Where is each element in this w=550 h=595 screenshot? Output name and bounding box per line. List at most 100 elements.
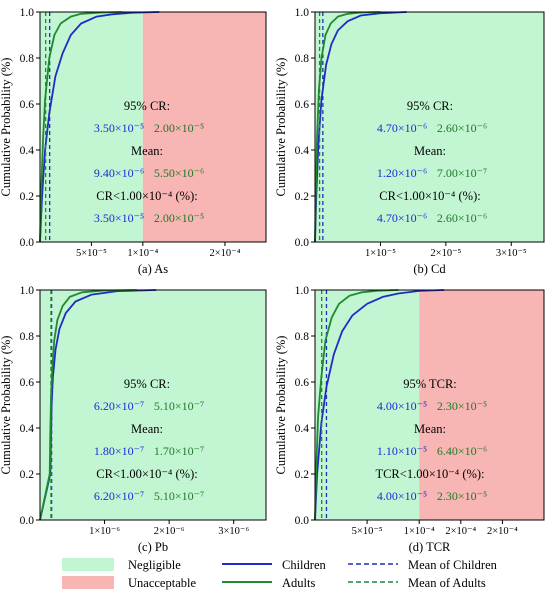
annotation-value-children: 6.20×10⁻⁷ (94, 399, 144, 413)
annotation-value-children: 9.40×10⁻⁶ (94, 166, 144, 180)
y-tick-label: 0.0 (20, 237, 35, 249)
y-axis-label: Cumulative Probability (%) (0, 336, 13, 475)
panels: 0.0 0.2 0.4 0.6 0.8 1.0 5×10⁻⁵ 1×10⁻⁴ 2×10⁻⁴ Cumu… (0, 7, 545, 554)
zone-negligible (315, 12, 544, 242)
panel-caption: (c) Pb (138, 540, 168, 554)
annotation-label: Mean: (414, 422, 446, 436)
zone-negligible (40, 290, 266, 520)
x-tick-label: 2×10⁻⁴ (210, 248, 241, 259)
y-tick-label: 0.6 (295, 377, 310, 389)
x-tick-label: 5×10⁻⁵ (76, 248, 107, 259)
annotation-value-children: 4.70×10⁻⁶ (377, 211, 427, 225)
annotation-value-adults: 2.60×10⁻⁶ (437, 211, 487, 225)
x-tick-label: 2×10⁻⁶ (154, 526, 185, 537)
y-tick-label: 0.8 (20, 331, 35, 343)
y-tick-label: 0.2 (295, 469, 310, 481)
series-line-adults (39, 11, 123, 243)
annotation-value-children: 4.00×10⁻⁵ (377, 489, 427, 503)
legend: Negligible Unacceptable Children Adults … (62, 558, 498, 590)
zone-unacceptable (419, 290, 544, 520)
y-tick-label: 0.4 (20, 423, 35, 435)
y-tick-label: 0.0 (295, 237, 310, 249)
series-line-children (314, 289, 445, 521)
annotation-value-adults: 2.30×10⁻⁵ (437, 399, 487, 413)
annotation-label: 95% CR: (124, 99, 170, 113)
y-tick-label: 0.8 (295, 53, 310, 65)
y-tick-label: 0.0 (20, 515, 35, 527)
x-tick-label: 2×10⁻⁵ (430, 248, 461, 259)
y-tick-label: 0.8 (20, 53, 35, 65)
y-tick-label: 0.8 (295, 331, 310, 343)
panel-caption: (d) TCR (409, 540, 451, 554)
y-tick-label: 0.4 (295, 423, 310, 435)
zone-unacceptable (142, 12, 266, 242)
y-tick-label: 0.4 (295, 145, 310, 157)
y-tick-label: 1.0 (295, 285, 310, 297)
x-tick-label: 3×10⁻⁶ (218, 526, 249, 537)
annotation-value-children: 6.20×10⁻⁷ (94, 489, 144, 503)
annotation-value-adults: 2.60×10⁻⁶ (437, 121, 487, 135)
annotation-label: CR<1.00×10⁻⁴ (%): (96, 467, 197, 481)
panel-4: 0.0 0.2 0.4 0.6 0.8 1.0 5×10⁻⁵ 1×10⁻⁴ 2×10⁻⁴ 2×10… (274, 285, 545, 554)
annotation-value-adults: 6.40×10⁻⁶ (437, 444, 487, 458)
series-line-children (314, 11, 407, 243)
annotation-value-adults: 5.50×10⁻⁶ (154, 166, 204, 180)
annotation-value-adults: 2.00×10⁻⁵ (154, 121, 204, 135)
series-line-adults (39, 289, 137, 521)
y-tick-label: 0.6 (20, 99, 35, 111)
legend-label-mean-adults: Mean of Adults (408, 576, 486, 590)
legend-label-negligible: Negligible (128, 558, 181, 572)
plot-frame (39, 289, 267, 521)
panel-3: 0.0 0.2 0.4 0.6 0.8 1.0 1×10⁻⁶ 2×10⁻⁶ 3×10⁻⁶ Cumu… (0, 285, 267, 554)
annotation-value-children: 3.50×10⁻⁵ (94, 121, 144, 135)
x-tick-label: 5×10⁻⁵ (352, 526, 383, 537)
series-line-adults (314, 289, 399, 521)
annotation-value-adults: 5.10×10⁻⁷ (154, 489, 204, 503)
y-axis-label: Cumulative Probability (%) (274, 336, 288, 475)
annotation-value-children: 1.10×10⁻⁵ (377, 444, 427, 458)
y-tick-label: 1.0 (20, 7, 35, 19)
y-tick-label: 1.0 (20, 285, 35, 297)
legend-swatch-negligible (62, 558, 114, 571)
annotation-value-adults: 2.00×10⁻⁵ (154, 211, 204, 225)
zone-negligible (40, 12, 143, 242)
annotation-value-adults: 5.10×10⁻⁷ (154, 399, 204, 413)
x-tick-label: 1×10⁻⁴ (404, 526, 435, 537)
series-line-adults (314, 11, 381, 243)
annotation-label: TCR<1.00×10⁻⁴ (%): (375, 467, 484, 481)
y-tick-label: 0.6 (295, 99, 310, 111)
legend-label-children: Children (282, 558, 326, 572)
panel-1: 0.0 0.2 0.4 0.6 0.8 1.0 5×10⁻⁵ 1×10⁻⁴ 2×10⁻⁴ Cumu… (0, 7, 267, 276)
zone-negligible (315, 290, 420, 520)
x-tick-label: 1×10⁻⁴ (127, 248, 158, 259)
annotation-value-children: 1.80×10⁻⁷ (94, 444, 144, 458)
plot-frame (314, 11, 545, 243)
y-axis-label: Cumulative Probability (%) (0, 58, 13, 197)
annotation-label: CR<1.00×10⁻⁴ (%): (96, 189, 197, 203)
y-tick-label: 0.0 (295, 515, 310, 527)
legend-swatch-unacceptable (62, 576, 114, 589)
annotation-label: Mean: (131, 144, 163, 158)
legend-label-adults: Adults (282, 576, 315, 590)
series-line-children (39, 11, 160, 243)
y-axis-label: Cumulative Probability (%) (274, 58, 288, 197)
y-tick-label: 0.2 (20, 191, 35, 203)
annotation-label: Mean: (131, 422, 163, 436)
x-tick-label: 1×10⁻⁵ (365, 248, 396, 259)
y-tick-label: 1.0 (295, 7, 310, 19)
legend-label-mean-children: Mean of Children (408, 558, 498, 572)
annotation-label: 95% CR: (407, 99, 453, 113)
annotation-value-children: 4.70×10⁻⁶ (377, 121, 427, 135)
annotation-value-adults: 2.30×10⁻⁵ (437, 489, 487, 503)
annotation-label: Mean: (414, 144, 446, 158)
annotation-value-adults: 1.70×10⁻⁷ (154, 444, 204, 458)
x-tick-label: 1×10⁻⁶ (89, 526, 120, 537)
x-tick-label: 2×10⁻⁴ (487, 526, 518, 537)
x-tick-label: 2×10⁻⁴ (445, 526, 476, 537)
annotation-value-children: 4.00×10⁻⁵ (377, 399, 427, 413)
x-tick-label: 3×10⁻⁵ (496, 248, 527, 259)
plot-frame (39, 11, 267, 243)
y-tick-label: 0.6 (20, 377, 35, 389)
legend-label-unacceptable: Unacceptable (128, 576, 196, 590)
